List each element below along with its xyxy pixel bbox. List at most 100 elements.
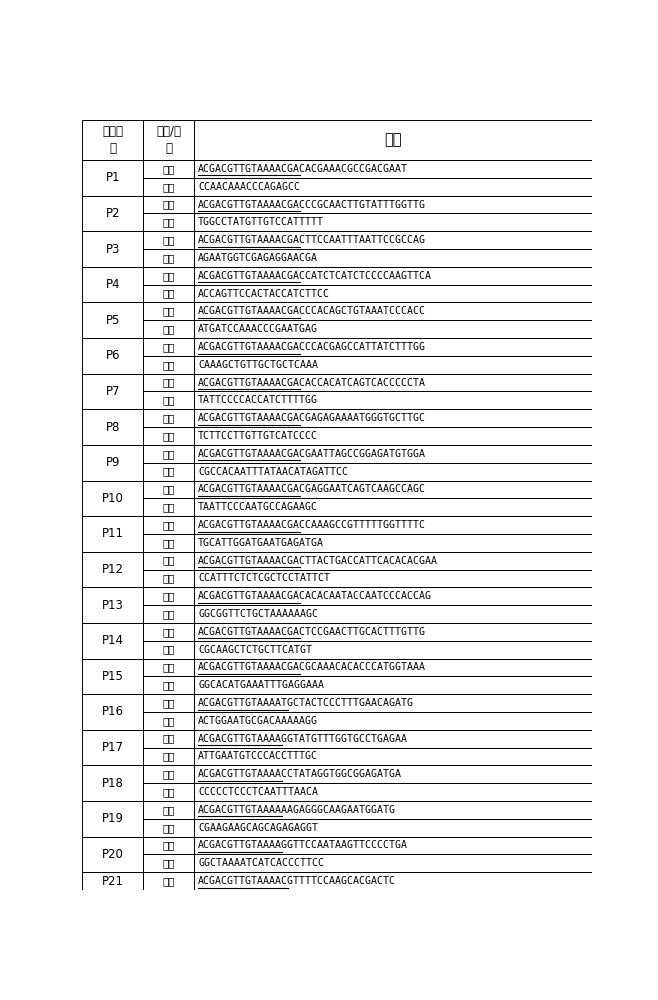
Bar [143,498,195,516]
Bar [143,552,195,570]
Text: TATTCCCCACCATCTTTTGG: TATTCCCCACCATCTTTTGG [198,395,318,405]
Text: 上游: 上游 [163,734,175,744]
Bar [82,267,143,302]
Bar [143,196,195,213]
Bar [195,623,592,641]
Bar [82,516,143,552]
Bar [195,178,592,196]
Text: P11: P11 [102,527,124,540]
Bar [143,445,195,463]
Bar [195,730,592,748]
Bar [143,213,195,231]
Text: TCTTCCTTGTTGTCATCCCC: TCTTCCTTGTTGTCATCCCC [198,431,318,441]
Bar [143,338,195,356]
Bar [143,712,195,730]
Bar [143,837,195,854]
Text: P18: P18 [102,777,124,790]
Text: 下游: 下游 [163,751,175,761]
Bar [195,160,592,178]
Bar [82,587,143,623]
Text: 序列: 序列 [384,133,402,148]
Bar [195,445,592,463]
Text: P20: P20 [102,848,124,861]
Text: P8: P8 [106,421,120,434]
Text: 下游: 下游 [163,609,175,619]
Bar [143,587,195,605]
Text: P14: P14 [102,634,124,647]
Bar [195,694,592,712]
Text: P3: P3 [106,243,120,256]
Bar [195,463,592,481]
Text: ACGACGTTGTAAAAGGTATGTTTGGTGCCTGAGAA: ACGACGTTGTAAAAGGTATGTTTGGTGCCTGAGAA [198,734,408,744]
Text: P15: P15 [102,670,124,683]
Bar [195,391,592,409]
Bar [143,178,195,196]
Text: ACGACGTTGTAAAATGCTACTCCCTTTGAACAGATG: ACGACGTTGTAAAATGCTACTCCCTTTGAACAGATG [198,698,414,708]
Text: CGCCACAATTTATAACATAGATTCC: CGCCACAATTTATAACATAGATTCC [198,467,348,477]
Text: 下游: 下游 [163,823,175,833]
Bar [195,409,592,427]
Bar [82,623,143,659]
Bar [143,285,195,302]
Text: 上游: 上游 [163,876,175,886]
Bar [195,837,592,854]
Text: ACGACGTTGTAAAACGACTCCGAACTTGCACTTTGTTG: ACGACGTTGTAAAACGACTCCGAACTTGCACTTTGTTG [198,627,426,637]
Bar [195,676,592,694]
Bar [195,605,592,623]
Text: 下游: 下游 [163,538,175,548]
Text: 下游: 下游 [163,217,175,227]
Text: P17: P17 [102,741,124,754]
Text: ACGACGTTGTAAAACGACACACAATACCAATCCCACCAG: ACGACGTTGTAAAACGACACACAATACCAATCCCACCAG [198,591,432,601]
Bar [195,765,592,783]
Bar [195,641,592,659]
Text: 下游: 下游 [163,787,175,797]
Text: CAAAGCTGTTGCTGCTCAAA: CAAAGCTGTTGCTGCTCAAA [198,360,318,370]
Text: 上游: 上游 [163,698,175,708]
Bar [195,213,592,231]
Bar [143,231,195,249]
Text: 上游: 上游 [163,449,175,459]
Bar [195,819,592,837]
Text: ACGACGTTGTAAAACGACCCGCAACTTGTATTTGGTTG: ACGACGTTGTAAAACGACCCGCAACTTGTATTTGGTTG [198,200,426,210]
Bar [143,409,195,427]
Text: 引物编
号: 引物编 号 [103,125,123,155]
Bar [195,285,592,302]
Bar [143,481,195,498]
Bar [143,391,195,409]
Text: 上游: 上游 [163,662,175,672]
Text: P6: P6 [105,349,120,362]
Text: ACGACGTTGTAAAACGACCAAAGCCGTTTTTGGTTTTC: ACGACGTTGTAAAACGACCAAAGCCGTTTTTGGTTTTC [198,520,426,530]
Text: 上游/下
游: 上游/下 游 [157,125,182,155]
Text: ACGACGTTGTAAAACGACTTACTGACCATTCACACACGAA: ACGACGTTGTAAAACGACTTACTGACCATTCACACACGAA [198,556,438,566]
Text: P16: P16 [102,705,124,718]
Text: CGCAAGCTCTGCTTCATGT: CGCAAGCTCTGCTTCATGT [198,645,312,655]
Text: 上游: 上游 [163,413,175,423]
Text: 上游: 上游 [163,840,175,850]
Bar [143,783,195,801]
Text: AGAATGGTCGAGAGGAACGA: AGAATGGTCGAGAGGAACGA [198,253,318,263]
Bar [143,748,195,765]
Text: 上游: 上游 [163,805,175,815]
Bar [82,196,143,231]
Bar [195,231,592,249]
Bar [82,120,143,160]
Text: CCATTTCTCTCGCTCCTATTCT: CCATTTCTCTCGCTCCTATTCT [198,573,330,583]
Bar [195,338,592,356]
Text: 下游: 下游 [163,360,175,370]
Bar [143,605,195,623]
Bar [195,534,592,552]
Bar [143,516,195,534]
Bar [143,659,195,676]
Bar [82,231,143,267]
Text: ACCAGTTCCACTACCATCTTCC: ACCAGTTCCACTACCATCTTCC [198,289,330,299]
Bar [82,552,143,587]
Text: 下游: 下游 [163,253,175,263]
Bar [143,623,195,641]
Bar [82,872,143,890]
Text: 下游: 下游 [163,431,175,441]
Bar [143,801,195,819]
Text: TGCATTGGATGAATGAGATGA: TGCATTGGATGAATGAGATGA [198,538,324,548]
Text: 上游: 上游 [163,235,175,245]
Text: ACGACGTTGTAAAACGACGAGGAATCAGTCAAGCCAGC: ACGACGTTGTAAAACGACGAGGAATCAGTCAAGCCAGC [198,484,426,494]
Text: 下游: 下游 [163,573,175,583]
